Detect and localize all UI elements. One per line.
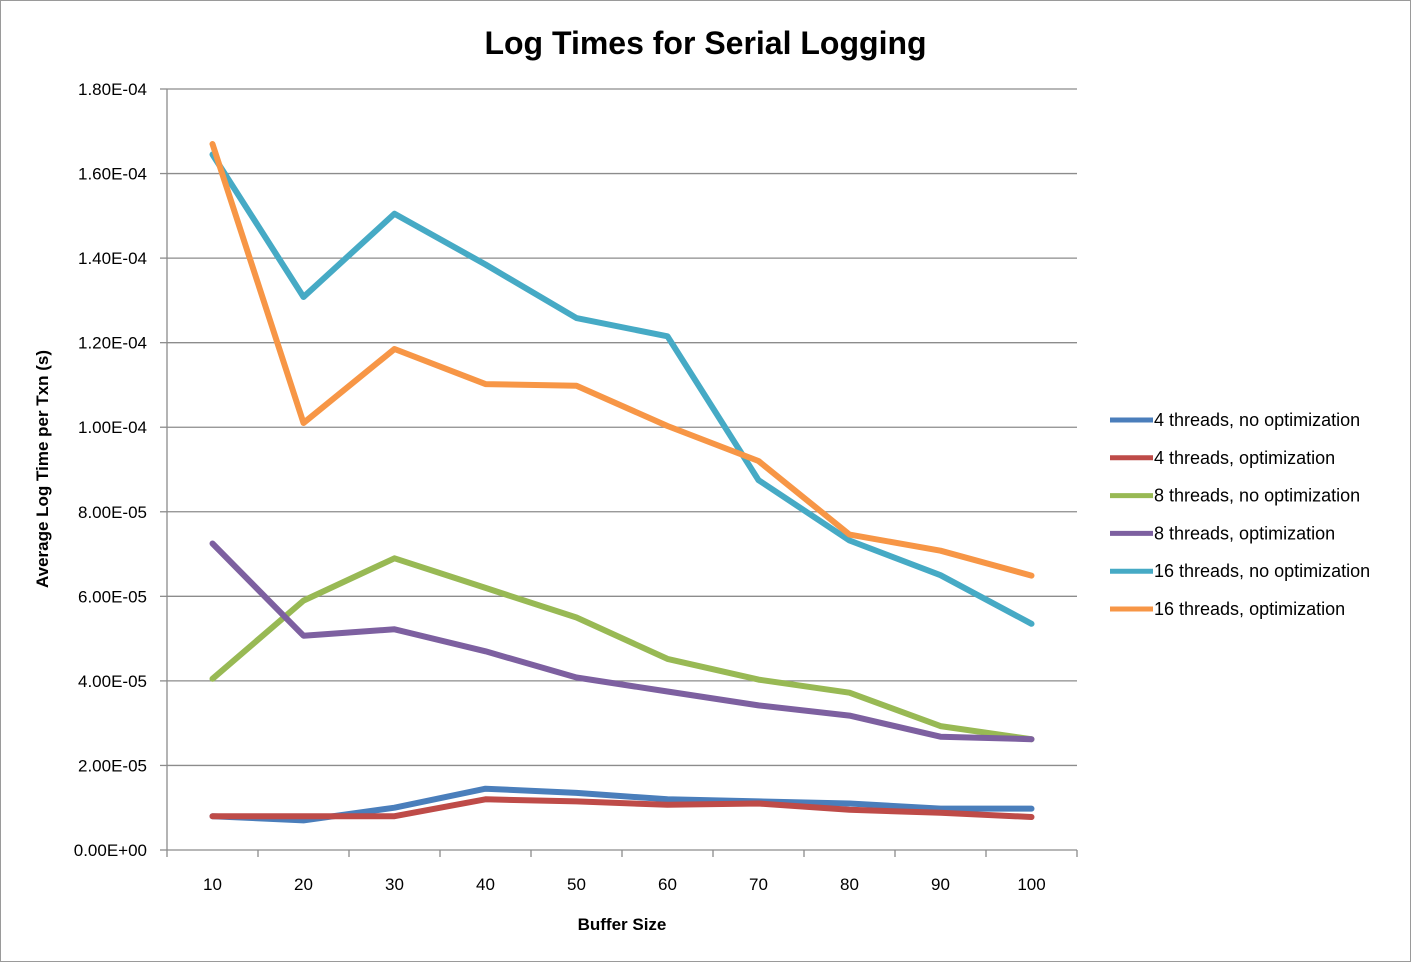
x-tick-label: 70 bbox=[749, 875, 768, 894]
y-tick-label: 4.00E-05 bbox=[78, 672, 147, 691]
legend-label: 16 threads, optimization bbox=[1154, 599, 1345, 619]
legend-label: 16 threads, no optimization bbox=[1154, 561, 1370, 581]
series-line-5 bbox=[209, 151, 1035, 627]
x-tick-label: 50 bbox=[567, 875, 586, 894]
series-line-6 bbox=[209, 141, 1035, 579]
series-lines bbox=[209, 141, 1035, 824]
y-tick-label: 6.00E-05 bbox=[78, 587, 147, 606]
legend: 4 threads, no optimization 4 threads, opt… bbox=[1110, 410, 1370, 619]
x-tick-label: 100 bbox=[1017, 875, 1045, 894]
y-tick-label: 2.00E-05 bbox=[78, 756, 147, 775]
y-tick-label: 1.60E-04 bbox=[78, 165, 147, 184]
x-tick-label: 90 bbox=[931, 875, 950, 894]
series-line-2 bbox=[209, 796, 1035, 820]
x-tick-label: 30 bbox=[385, 875, 404, 894]
axes: 0.00E+00 2.00E-05 4.00E-05 6.00E-05 8.00E-05… bbox=[74, 80, 1078, 894]
y-axis-label: Average Log Time per Txn (s) bbox=[33, 350, 52, 588]
legend-label: 8 threads, no optimization bbox=[1154, 486, 1360, 506]
y-tick-label: 1.80E-04 bbox=[78, 80, 147, 99]
gridlines bbox=[167, 88, 1077, 767]
y-tick-label: 1.20E-04 bbox=[78, 334, 147, 353]
series-line-4 bbox=[209, 540, 1035, 743]
y-tick-label: 1.00E-04 bbox=[78, 418, 147, 437]
x-tick-label: 20 bbox=[294, 875, 313, 894]
x-tick-label: 10 bbox=[203, 875, 222, 894]
legend-label: 4 threads, optimization bbox=[1154, 448, 1335, 468]
x-axis-label: Buffer Size bbox=[578, 915, 667, 934]
x-tick-label: 80 bbox=[840, 875, 859, 894]
y-tick-label: 8.00E-05 bbox=[78, 503, 147, 522]
series-line-3 bbox=[209, 555, 1035, 743]
legend-label: 4 threads, no optimization bbox=[1154, 410, 1360, 430]
x-tick-label: 40 bbox=[476, 875, 495, 894]
y-tick-label: 1.40E-04 bbox=[78, 249, 147, 268]
chart-title: Log Times for Serial Logging bbox=[484, 25, 927, 61]
x-tick-label: 60 bbox=[658, 875, 677, 894]
legend-label: 8 threads, optimization bbox=[1154, 523, 1335, 543]
y-tick-label: 0.00E+00 bbox=[74, 841, 147, 860]
